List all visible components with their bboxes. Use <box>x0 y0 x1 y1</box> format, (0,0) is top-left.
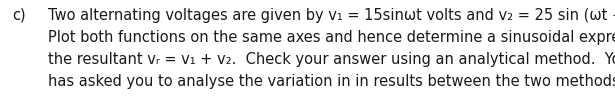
Text: Plot both functions on the same axes and hence determine a sinusoidal expression: Plot both functions on the same axes and… <box>48 30 615 45</box>
Text: c): c) <box>12 8 26 23</box>
Text: Two alternating voltages are given by v₁ = 15sinωt volts and v₂ = 25 sin (ωt − π: Two alternating voltages are given by v₁… <box>48 8 615 23</box>
Text: the resultant vᵣ = v₁ + v₂.  Check your answer using an analytical method.  Your: the resultant vᵣ = v₁ + v₂. Check your a… <box>48 52 615 67</box>
Text: has asked you to analyse the variation in in results between the two methods: has asked you to analyse the variation i… <box>48 74 615 89</box>
